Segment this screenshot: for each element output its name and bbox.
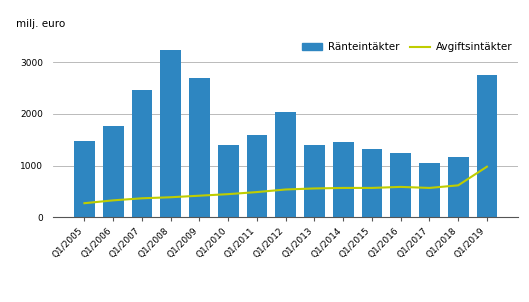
Bar bbox=[103, 126, 123, 217]
Bar bbox=[448, 157, 469, 217]
Bar bbox=[361, 149, 382, 217]
Text: milj. euro: milj. euro bbox=[16, 19, 65, 29]
Bar bbox=[419, 162, 440, 217]
Bar bbox=[160, 50, 181, 217]
Bar bbox=[189, 78, 210, 217]
Bar bbox=[247, 135, 267, 217]
Bar bbox=[132, 90, 152, 217]
Bar bbox=[390, 153, 411, 217]
Bar bbox=[275, 112, 296, 217]
Bar bbox=[333, 142, 353, 217]
Bar bbox=[218, 146, 239, 217]
Bar bbox=[304, 146, 325, 217]
Bar bbox=[74, 141, 95, 217]
Legend: Ränteintäkter, Avgiftsintäkter: Ränteintäkter, Avgiftsintäkter bbox=[297, 38, 516, 57]
Bar bbox=[477, 75, 497, 217]
